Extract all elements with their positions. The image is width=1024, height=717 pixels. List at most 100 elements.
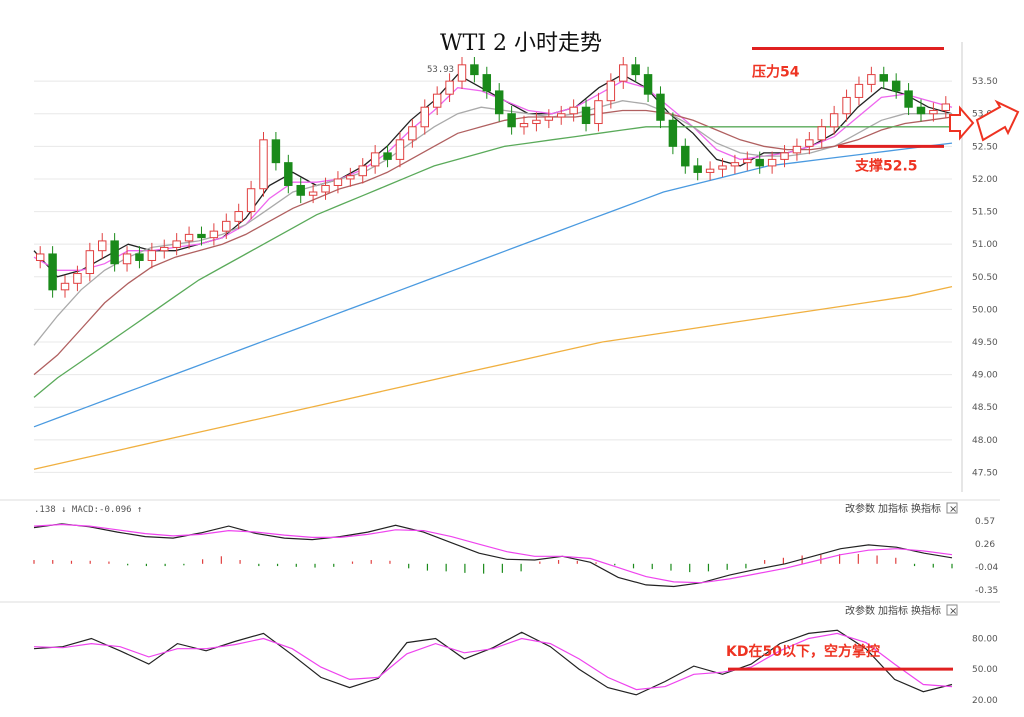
macd-y-axis: 0.57 0.26 -0.04 -0.35 [975, 517, 999, 596]
kd-y-axis: 80.00 50.00 20.00 [972, 634, 998, 705]
macd-panel: .138 ↓ MACD:-0.096 ↑ 改参数 加指标 换指标 × 0.570… [0, 499, 1000, 596]
candle-body [904, 90, 913, 108]
candle-body [743, 158, 752, 164]
y-tick-label: 49.50 [972, 338, 998, 348]
candle-body [805, 139, 814, 147]
kd-d-line [33, 632, 953, 691]
candlesticks [35, 57, 951, 298]
candle-body [470, 64, 479, 76]
kd-toolbar: 改参数 加指标 换指标 × [845, 604, 958, 617]
candle-body [767, 158, 777, 167]
y-tick-label: 49.00 [972, 371, 998, 381]
moving-average-line [33, 73, 953, 278]
candle-body [209, 230, 219, 239]
switch-indicator-button[interactable]: 换指标 [911, 604, 941, 617]
candle-body [432, 93, 442, 108]
y-tick-label: 50.00 [972, 665, 998, 675]
candle-body [172, 240, 181, 248]
chart-title: WTI 2 小时走势 [440, 31, 602, 56]
add-indicator-button[interactable]: 加指标 [878, 502, 908, 515]
candle-body [544, 116, 554, 121]
edit-params-button[interactable]: 改参数 [845, 502, 875, 515]
candle-body [234, 211, 243, 222]
close-panel-button[interactable] [946, 604, 958, 616]
y-tick-label: 48.50 [972, 403, 998, 413]
candle-body [693, 165, 702, 173]
candle-body [147, 250, 157, 261]
candle-body [333, 178, 343, 186]
candle-body [842, 96, 851, 115]
candle-body [122, 253, 132, 265]
candle-body [48, 253, 57, 291]
moving-average-line [33, 142, 953, 428]
candle-body [445, 80, 454, 95]
candle-body [941, 103, 951, 111]
close-panel-button[interactable] [946, 502, 958, 514]
candle-body [656, 93, 665, 121]
candle-body [296, 184, 305, 196]
candle-body [916, 106, 926, 115]
y-tick-label: 53.50 [972, 77, 998, 87]
y-tick-label: 52.00 [972, 175, 998, 185]
candle-body [569, 106, 578, 115]
macd-dea-line [33, 523, 953, 584]
y-tick-label: 80.00 [972, 634, 998, 644]
candle-body [197, 233, 206, 239]
candle-body [606, 80, 616, 102]
switch-indicator-button[interactable]: 换指标 [911, 502, 941, 515]
y-tick-label: 48.00 [972, 436, 998, 446]
macd-header: .138 ↓ MACD:-0.096 ↑ [34, 505, 142, 515]
moving-average-line [33, 100, 952, 346]
price-gridlines [34, 80, 952, 473]
y-tick-label: 0.26 [975, 540, 995, 550]
moving-average-line [33, 285, 953, 470]
candle-body [519, 123, 529, 128]
macd-dif-line [33, 523, 953, 588]
candle-body [594, 100, 603, 125]
candle-body [85, 250, 95, 275]
macd-toolbar: 改参数 加指标 换指标 × [845, 502, 958, 515]
y-tick-label: 52.50 [972, 142, 998, 152]
add-indicator-button[interactable]: 加指标 [878, 604, 908, 617]
candle-body [643, 74, 653, 95]
price-annotations: 压力54 支撑52.5 [752, 47, 944, 174]
candle-body [259, 139, 268, 190]
candle-body [135, 253, 144, 261]
candle-body [160, 246, 169, 252]
resistance-label: 压力54 [752, 64, 800, 81]
candle-body [271, 139, 281, 164]
candle-body [705, 168, 715, 173]
candle-body [792, 145, 802, 154]
y-tick-label: 51.50 [972, 208, 998, 218]
candle-body [780, 152, 789, 160]
kd-lines [33, 629, 953, 696]
candle-body [817, 126, 826, 141]
candle-body [308, 191, 318, 196]
candle-body [73, 273, 82, 284]
y-tick-label: 51.00 [972, 240, 998, 250]
moving-average-line [33, 126, 952, 398]
candle-body [854, 83, 864, 98]
candle-body [457, 64, 467, 82]
macd-lines [33, 523, 953, 588]
candle-body [829, 113, 839, 128]
candle-body [631, 64, 640, 76]
candle-body [246, 188, 256, 213]
kd-annotations: KD在50以下，空方掌控 [726, 643, 953, 671]
macd-histogram [33, 553, 953, 574]
y-tick-label: -0.35 [975, 586, 998, 596]
candle-body [383, 152, 392, 160]
candle-body [35, 253, 45, 261]
candle-body [891, 80, 901, 92]
candle-body [60, 282, 70, 291]
y-tick-label: -0.04 [975, 563, 999, 573]
candle-body [681, 145, 690, 167]
candle-body [395, 139, 405, 160]
candle-body [420, 106, 429, 128]
candle-body [557, 113, 566, 118]
close-icon: × [949, 504, 957, 515]
arrow-right-icon [949, 99, 1020, 142]
candle-body [184, 233, 194, 242]
edit-params-button[interactable]: 改参数 [845, 604, 875, 617]
candle-body [532, 119, 541, 125]
